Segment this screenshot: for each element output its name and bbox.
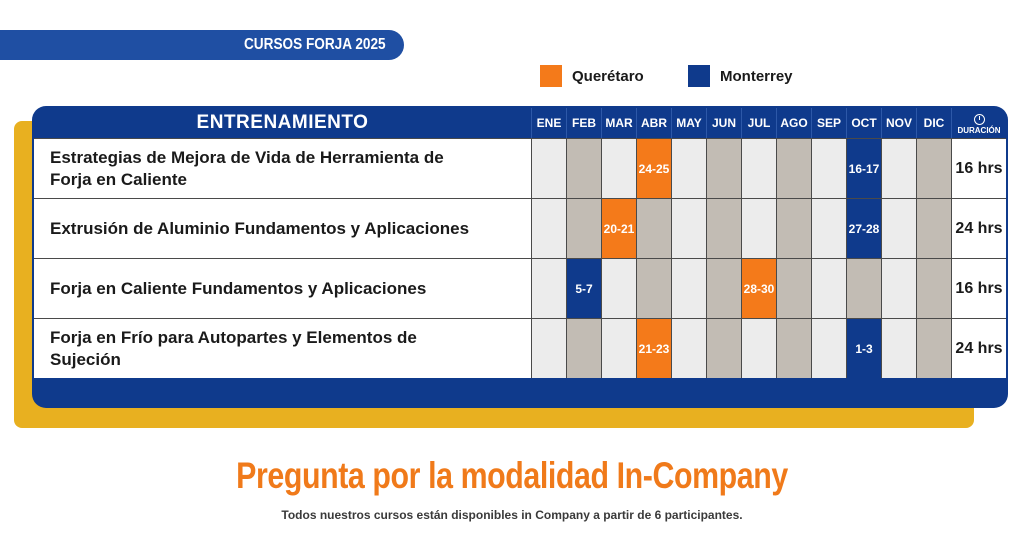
legend-label-monterrey: Monterrey (720, 67, 793, 85)
schedule-cell (916, 198, 951, 258)
schedule-cell (741, 198, 776, 258)
schedule-cell (776, 318, 811, 378)
schedule-date-cell: 20-21 (601, 198, 636, 258)
schedule-cell (776, 258, 811, 318)
month-header: JUL (741, 108, 776, 138)
schedule-cell (706, 138, 741, 198)
schedule-cell (706, 318, 741, 378)
course-duration: 24 hrs (951, 318, 1006, 378)
schedule-cell (566, 198, 601, 258)
schedule-cell (811, 318, 846, 378)
schedule-cell (881, 258, 916, 318)
course-name-line: Extrusión de Aluminio Fundamentos y Apli… (50, 218, 470, 238)
schedule-date-cell: 1-3 (846, 318, 881, 378)
month-header: AGO (776, 108, 811, 138)
promo-headline: Pregunta por la modalidad In-Company (236, 455, 788, 496)
schedule-cell (741, 318, 776, 378)
course-schedule-table: ENTRENAMIENTO ENE FEB MAR ABR MAY JUN JU… (34, 108, 1008, 380)
schedule-cell (566, 138, 601, 198)
legend-label-queretaro: Querétaro (572, 67, 644, 85)
duration-header: DURACIÓN (951, 108, 1006, 138)
schedule-cell (741, 138, 776, 198)
schedule-date-cell: 16-17 (846, 138, 881, 198)
schedule-cell (671, 318, 706, 378)
course-name-line: Forja en Frío para Autopartes y Elemento… (50, 327, 417, 347)
course-duration: 24 hrs (951, 198, 1006, 258)
schedule-date-cell: 27-28 (846, 198, 881, 258)
course-name-line: Sujeción (50, 349, 121, 369)
schedule-cell (531, 258, 566, 318)
schedule-cell (636, 198, 671, 258)
schedule-cell (671, 258, 706, 318)
schedule-cell (811, 138, 846, 198)
schedule-cell (916, 138, 951, 198)
schedule-cell (531, 198, 566, 258)
course-name-line: Forja en Caliente Fundamentos y Aplicaci… (50, 278, 427, 298)
page-title: CURSOS FORJA 2025 (244, 36, 386, 53)
schedule-cell (916, 318, 951, 378)
schedule-cell (706, 258, 741, 318)
schedule-date-cell: 21-23 (636, 318, 671, 378)
course-duration: 16 hrs (951, 258, 1006, 318)
month-header: ABR (636, 108, 671, 138)
schedule-cell (776, 198, 811, 258)
month-header: DIC (916, 108, 951, 138)
header-banner: CURSOS FORJA 2025 (0, 30, 404, 60)
schedule-cell (881, 318, 916, 378)
course-name: Forja en Caliente Fundamentos y Aplicaci… (34, 258, 531, 318)
course-name: Extrusión de Aluminio Fundamentos y Apli… (34, 198, 531, 258)
course-name: Estrategias de Mejora de Vida de Herrami… (34, 138, 531, 198)
clock-icon (973, 113, 985, 125)
schedule-cell (566, 318, 601, 378)
schedule-cell (916, 258, 951, 318)
schedule-cell (671, 198, 706, 258)
duration-header-label: DURACIÓN (957, 125, 1001, 135)
schedule-date-cell: 28-30 (741, 258, 776, 318)
month-header: JUN (706, 108, 741, 138)
month-header: ENE (531, 108, 566, 138)
month-header: MAY (671, 108, 706, 138)
legend-swatch-queretaro (540, 65, 562, 87)
schedule-cell (881, 138, 916, 198)
course-name: Forja en Frío para Autopartes y Elemento… (34, 318, 531, 378)
month-header: MAR (601, 108, 636, 138)
schedule-cell (881, 198, 916, 258)
schedule-cell (671, 138, 706, 198)
schedule-cell (531, 318, 566, 378)
schedule-cell (706, 198, 741, 258)
month-header: OCT (846, 108, 881, 138)
schedule-cell (846, 258, 881, 318)
month-header: FEB (566, 108, 601, 138)
promo-subtext: Todos nuestros cursos están disponibles … (281, 508, 743, 522)
course-name-line: Forja en Caliente (50, 169, 187, 189)
legend-swatch-monterrey (688, 65, 710, 87)
course-name-line: Estrategias de Mejora de Vida de Herrami… (50, 147, 444, 167)
table-title: ENTRENAMIENTO (196, 112, 369, 133)
schedule-cell (636, 258, 671, 318)
schedule-cell (811, 198, 846, 258)
legend-item-monterrey: Monterrey (688, 64, 793, 88)
month-header: NOV (881, 108, 916, 138)
legend-item-queretaro: Querétaro (540, 64, 644, 88)
schedule-cell (776, 138, 811, 198)
schedule-cell (811, 258, 846, 318)
schedule-date-cell: 24-25 (636, 138, 671, 198)
schedule-cell (601, 138, 636, 198)
schedule-cell (531, 138, 566, 198)
schedule-cell (601, 258, 636, 318)
course-duration: 16 hrs (951, 138, 1006, 198)
schedule-cell (601, 318, 636, 378)
month-header: SEP (811, 108, 846, 138)
schedule-date-cell: 5-7 (566, 258, 601, 318)
